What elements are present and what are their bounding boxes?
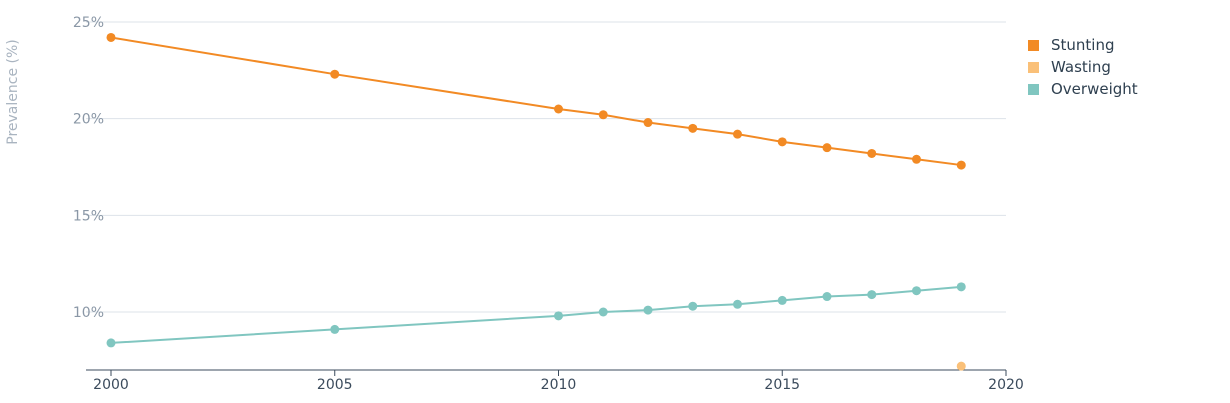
overweight-point[interactable] <box>330 324 340 334</box>
legend-item-stunting[interactable]: Stunting <box>1028 34 1138 56</box>
overweight-line <box>110 285 962 344</box>
stunting-point[interactable] <box>956 160 966 170</box>
stunting-point[interactable] <box>554 104 563 114</box>
overweight-point[interactable] <box>956 282 966 292</box>
legend-label: Wasting <box>1051 58 1111 76</box>
stunting-point[interactable] <box>106 32 116 42</box>
stunting-point[interactable] <box>912 154 921 164</box>
grid-lines <box>86 21 1006 313</box>
y-axis-label: Prevalence (%) <box>5 39 21 145</box>
stunting-point[interactable] <box>330 69 340 79</box>
legend-label: Overweight <box>1051 80 1138 98</box>
stunting-point[interactable] <box>733 129 742 139</box>
legend-swatch <box>1028 39 1039 51</box>
x-tick-label: 2015 <box>764 377 800 393</box>
x-axis-ticks: 2000 2005 2010 2015 2020 <box>93 370 1024 393</box>
overweight-point[interactable] <box>598 307 608 317</box>
stunting-point[interactable] <box>777 137 787 147</box>
legend-item-wasting[interactable]: Wasting <box>1028 56 1138 78</box>
overweight-point[interactable] <box>867 290 877 300</box>
y-tick-label: 25% <box>73 15 104 31</box>
legend-item-overweight[interactable]: Overweight <box>1028 78 1138 100</box>
stunting-point[interactable] <box>688 123 698 133</box>
series-layer <box>106 32 966 371</box>
stunting-point[interactable] <box>598 110 608 120</box>
stunting-line <box>110 36 962 167</box>
legend-label: Stunting <box>1051 36 1115 54</box>
overweight-point[interactable] <box>822 292 832 302</box>
stunting-point[interactable] <box>822 143 832 153</box>
x-tick-label: 2005 <box>317 377 353 393</box>
y-axis-ticks: 10% 15% 20% 25% <box>73 15 104 321</box>
overweight-point[interactable] <box>912 286 921 296</box>
x-tick-label: 2020 <box>988 377 1024 393</box>
legend-swatch <box>1028 61 1039 73</box>
overweight-point[interactable] <box>733 299 742 309</box>
overweight-point[interactable] <box>106 338 116 348</box>
overweight-point[interactable] <box>777 295 787 305</box>
legend: Stunting Wasting Overweight <box>1028 34 1138 100</box>
stunting-point[interactable] <box>643 118 653 128</box>
y-tick-label: 10% <box>73 305 104 321</box>
x-tick-label: 2000 <box>93 377 129 393</box>
x-tick-label: 2010 <box>541 377 577 393</box>
y-tick-label: 15% <box>73 208 104 224</box>
legend-swatch <box>1028 83 1039 95</box>
wasting-point[interactable] <box>956 361 966 371</box>
overweight-point[interactable] <box>554 311 563 321</box>
stunting-point[interactable] <box>867 148 877 158</box>
overweight-point[interactable] <box>688 301 698 311</box>
overweight-point[interactable] <box>643 305 653 315</box>
y-tick-label: 20% <box>73 112 104 128</box>
